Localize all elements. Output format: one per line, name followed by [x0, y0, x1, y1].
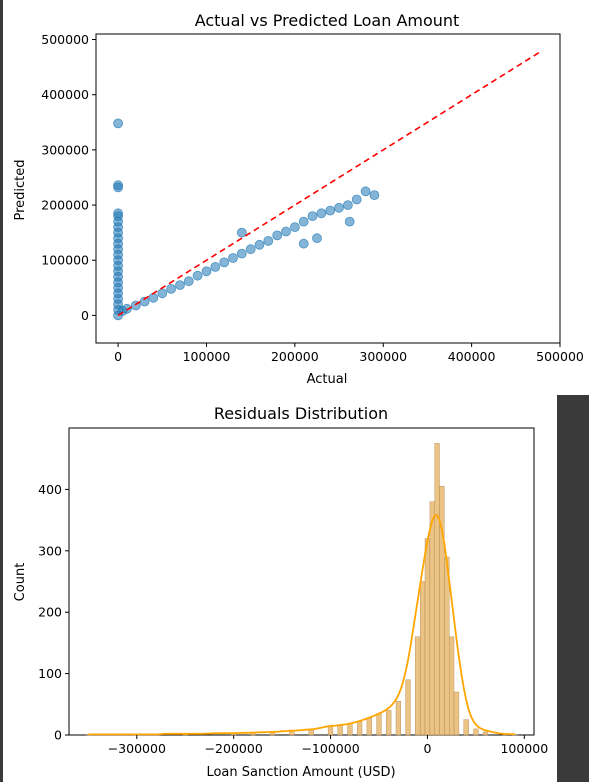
scatter-point	[316, 208, 327, 219]
x-tick-label: −100000	[301, 741, 359, 756]
histogram-bar	[473, 728, 479, 736]
histogram-bar	[337, 725, 343, 736]
chart2-title: Residuals Distribution	[214, 404, 388, 423]
x-tick-label: 0	[423, 741, 431, 756]
scatter-point	[183, 276, 194, 287]
chart2-y-ticks: 0 100 200 300 400	[38, 482, 69, 743]
scatter-point	[219, 257, 230, 268]
scatter-point	[298, 238, 309, 249]
scatter-point	[228, 253, 238, 263]
chart1-frame	[95, 33, 561, 344]
histogram-bar	[420, 581, 426, 736]
scatter-point	[342, 200, 353, 211]
histogram-bar	[434, 443, 440, 736]
y-tick-label: 300	[38, 543, 62, 558]
window-left-edge	[0, 0, 3, 782]
histogram-bar	[376, 713, 382, 736]
y-tick-label: 400000	[41, 87, 89, 102]
scrollbar-panel[interactable]	[557, 395, 589, 782]
y-tick-label: 400	[38, 482, 62, 497]
x-tick-label: 300000	[359, 349, 407, 364]
scatter-point	[272, 230, 283, 241]
scatter-point	[312, 233, 322, 244]
y-tick-label: 500000	[41, 32, 89, 47]
scatter-point	[307, 211, 318, 222]
chart1-points	[113, 118, 380, 321]
chart1-xlabel: Actual	[307, 372, 348, 387]
scatter-point	[113, 118, 123, 129]
chart2-bars	[85, 443, 518, 736]
histogram-bar	[327, 726, 334, 736]
y-tick-label: 0	[54, 728, 62, 743]
scatter-point	[192, 270, 203, 281]
scatter-point	[263, 235, 274, 246]
chart1-ylabel: Predicted	[13, 159, 28, 220]
histogram-bar	[415, 636, 421, 736]
histogram-bar	[357, 721, 363, 736]
y-tick-label: 300000	[41, 142, 89, 157]
scatter-point	[148, 292, 159, 303]
scatter-point	[175, 280, 185, 291]
chart1-title: Actual vs Predicted Loan Amount	[195, 11, 460, 30]
scatter-point	[298, 216, 309, 227]
x-tick-label: 100000	[183, 349, 231, 364]
scatter-point	[334, 202, 344, 213]
scatter-point	[157, 288, 168, 299]
chart2-kde-line	[88, 514, 515, 736]
histogram-bar	[444, 556, 450, 736]
chart1-x-ticks: 0 100000 200000 300000 400000 500000	[114, 343, 584, 364]
chart2-frame	[68, 427, 535, 736]
scatter-point	[201, 266, 212, 277]
scatter-point	[360, 186, 371, 197]
chart1-y-ticks: 0 100000 200000 300000 400000 500000	[41, 32, 96, 323]
x-tick-label: 100000	[500, 741, 548, 756]
y-tick-label: 100	[38, 666, 62, 681]
scatter-point	[281, 226, 291, 237]
scatter-point	[344, 216, 355, 227]
histogram-bar	[395, 701, 402, 736]
histogram-bar	[429, 501, 435, 736]
scatter-point	[210, 261, 221, 272]
scatter-point	[351, 194, 362, 205]
chart1-reference-line	[117, 49, 543, 317]
x-tick-label: 500000	[536, 349, 584, 364]
histogram-bar	[386, 710, 392, 736]
scatter-point	[325, 205, 336, 216]
scatter-point	[289, 222, 300, 233]
histogram-bar	[347, 723, 353, 736]
scatter-point	[369, 190, 380, 201]
histogram-bar	[463, 719, 469, 736]
scatter-point	[166, 283, 177, 294]
scatter-point	[245, 244, 256, 255]
x-tick-label: 200000	[271, 349, 319, 364]
scatter-point	[236, 248, 247, 259]
histogram-bar	[405, 679, 411, 736]
chart2-ylabel: Count	[13, 563, 28, 602]
chart2-xlabel: Loan Sanction Amount (USD)	[206, 765, 395, 780]
y-tick-label: 200	[38, 605, 62, 620]
x-tick-label: −300000	[108, 741, 166, 756]
scatter-point	[254, 239, 265, 250]
scatter-point	[122, 303, 132, 314]
scatter-point	[113, 182, 123, 193]
histogram-bar	[366, 717, 372, 736]
histogram-bar	[482, 731, 489, 736]
chart2-x-ticks: −300000 −200000 −100000 0 100000	[108, 735, 548, 756]
y-tick-label: 0	[81, 308, 89, 323]
histogram-bar	[449, 636, 455, 736]
histogram-bar	[453, 691, 460, 736]
x-tick-label: −200000	[205, 741, 263, 756]
x-tick-label: 0	[114, 349, 122, 364]
y-tick-label: 100000	[41, 253, 89, 268]
scatter-point	[236, 227, 247, 238]
histogram-bar	[424, 538, 431, 736]
y-tick-label: 200000	[41, 198, 89, 213]
x-tick-label: 400000	[448, 349, 496, 364]
